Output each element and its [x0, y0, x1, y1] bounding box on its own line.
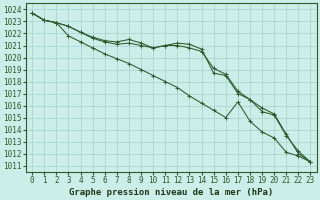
X-axis label: Graphe pression niveau de la mer (hPa): Graphe pression niveau de la mer (hPa) [69, 188, 274, 197]
